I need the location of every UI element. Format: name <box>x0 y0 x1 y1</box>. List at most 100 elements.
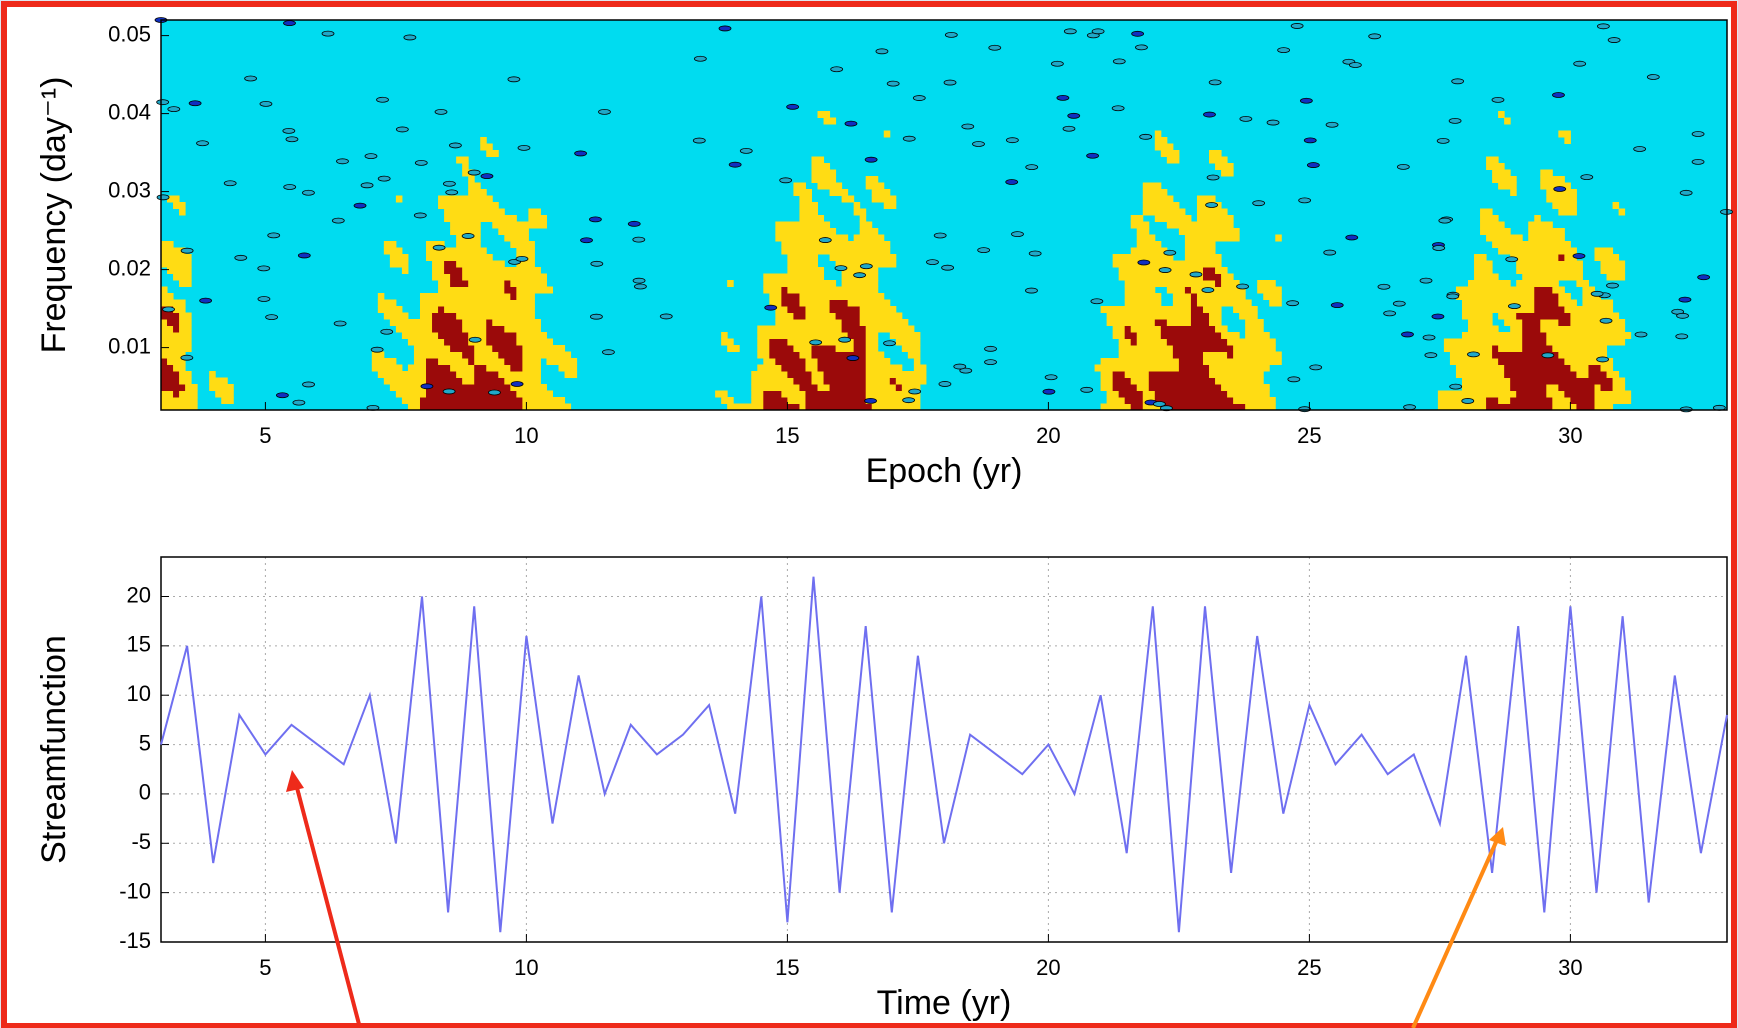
contour-region <box>1221 384 1270 391</box>
y-tick-label: 0.05 <box>108 21 151 46</box>
contour-region <box>450 228 481 235</box>
contour-region <box>419 299 535 307</box>
contour-region <box>1233 397 1276 404</box>
contour-region <box>1534 286 1553 294</box>
contour-speck <box>1606 282 1619 289</box>
contour-region <box>1166 286 1186 294</box>
contour-speck <box>1323 249 1337 256</box>
contour-region <box>1492 241 1571 248</box>
contour-region <box>419 403 523 411</box>
contour-speck <box>331 217 345 224</box>
contour-region <box>564 371 578 378</box>
contour-region <box>1498 182 1517 190</box>
contour-region <box>179 390 198 398</box>
contour-region <box>1449 358 1499 365</box>
contour-region <box>1184 247 1216 255</box>
contour-region <box>1570 319 1626 326</box>
contour-speck <box>445 189 459 196</box>
contour-region <box>1455 364 1505 372</box>
contour-speck <box>1422 334 1436 341</box>
contour-speck <box>267 232 281 239</box>
contour-speck <box>908 388 922 395</box>
contour-speck <box>480 173 494 180</box>
contour-region <box>1209 156 1228 164</box>
contour-region <box>383 377 427 385</box>
contour-speck <box>1431 313 1445 320</box>
contour-region <box>1245 403 1276 411</box>
contour-region <box>1202 306 1222 313</box>
contour-region <box>1233 351 1282 359</box>
contour-region <box>1564 137 1571 144</box>
contour-region <box>787 267 825 274</box>
contour-region <box>757 364 782 372</box>
contour-region <box>456 241 481 248</box>
contour-region <box>1100 377 1114 385</box>
contour-speck <box>1239 115 1253 122</box>
contour-region <box>781 364 806 372</box>
contour-region <box>1552 202 1577 209</box>
contour-region <box>1118 390 1144 398</box>
contour-speck <box>285 136 299 143</box>
contour-region <box>179 371 192 378</box>
contour-region <box>1184 234 1240 242</box>
contour-region <box>1552 345 1608 352</box>
contour-speck <box>1491 96 1505 103</box>
contour-speck <box>1507 303 1521 309</box>
contour-speck <box>1461 398 1475 404</box>
contour-speck <box>1266 119 1280 126</box>
contour-region <box>1510 397 1553 404</box>
contour-region <box>1190 286 1246 294</box>
contour-region <box>407 338 445 346</box>
contour-region <box>1184 241 1216 248</box>
contour-region <box>1498 312 1517 320</box>
contour-region <box>1142 195 1174 203</box>
contour-region <box>1492 345 1499 352</box>
contour-region <box>1443 345 1493 352</box>
contour-region <box>161 345 192 352</box>
contour-speck <box>1368 33 1382 40</box>
contour-speck <box>1383 310 1397 317</box>
contour-region <box>763 397 788 404</box>
contour-region <box>1221 332 1240 339</box>
contour-region <box>1552 403 1577 411</box>
x-tick-label: 10 <box>514 955 538 980</box>
contour-region <box>769 293 782 300</box>
contour-speck <box>1050 60 1064 67</box>
contour-region <box>727 345 740 352</box>
contour-region <box>1118 273 1204 281</box>
contour-region <box>1118 338 1132 346</box>
contour-region <box>817 111 831 118</box>
contour-region <box>799 215 825 222</box>
contour-region <box>853 202 861 209</box>
contour-region <box>1106 390 1120 398</box>
contour-region <box>769 345 794 352</box>
contour-region <box>1106 397 1126 404</box>
contour-region <box>221 397 234 404</box>
contour-speck <box>589 216 602 223</box>
contour-region <box>829 299 849 307</box>
contour-speck <box>333 320 347 327</box>
contour-speck <box>1419 277 1433 284</box>
contour-speck <box>1646 74 1660 80</box>
contour-region <box>829 189 849 196</box>
contour-region <box>1540 169 1553 177</box>
contour-region <box>486 325 505 333</box>
contour-region <box>1618 208 1626 216</box>
contour-region <box>1546 195 1577 203</box>
contour-region <box>426 247 487 255</box>
contour-region <box>913 364 927 372</box>
contour-region <box>1540 182 1571 190</box>
contour-region <box>1558 351 1608 359</box>
contour-region <box>841 280 879 287</box>
contour-speck <box>376 96 389 103</box>
contour-region <box>1160 325 1216 333</box>
contour-region <box>1474 273 1499 281</box>
contour-region <box>1202 358 1282 365</box>
contour-region <box>781 241 891 248</box>
contour-region <box>1130 325 1162 333</box>
contour-region <box>793 182 806 190</box>
contour-speck <box>1236 283 1249 290</box>
contour-region <box>1106 319 1156 326</box>
contour-region <box>209 384 234 391</box>
